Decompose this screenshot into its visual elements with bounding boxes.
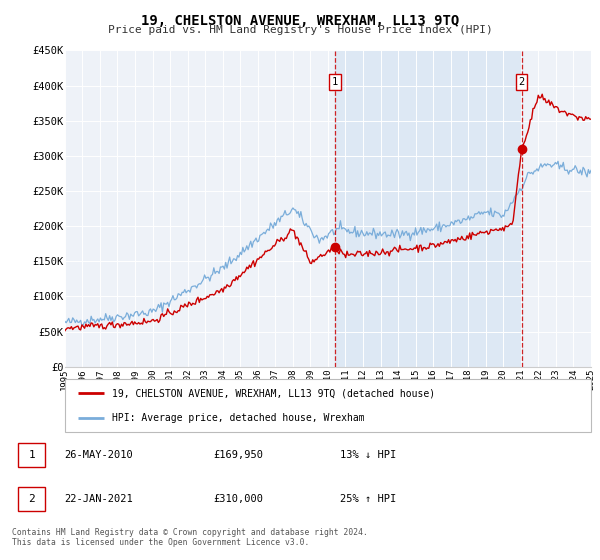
Bar: [18, 487, 46, 511]
Bar: [335, 50, 522, 367]
Text: Contains HM Land Registry data © Crown copyright and database right 2024.: Contains HM Land Registry data © Crown c…: [12, 528, 368, 536]
Text: 13% ↓ HPI: 13% ↓ HPI: [340, 450, 397, 460]
Text: This data is licensed under the Open Government Licence v3.0.: This data is licensed under the Open Gov…: [12, 538, 310, 547]
Text: 2: 2: [518, 77, 525, 87]
Text: 19, CHELSTON AVENUE, WREXHAM, LL13 9TQ (detached house): 19, CHELSTON AVENUE, WREXHAM, LL13 9TQ (…: [112, 389, 435, 399]
Bar: [18, 443, 46, 468]
Text: 2: 2: [28, 494, 35, 503]
Text: HPI: Average price, detached house, Wrexham: HPI: Average price, detached house, Wrex…: [112, 413, 365, 423]
Text: £169,950: £169,950: [214, 450, 263, 460]
Text: 22-JAN-2021: 22-JAN-2021: [64, 494, 133, 503]
Text: £310,000: £310,000: [214, 494, 263, 503]
Text: 1: 1: [28, 450, 35, 460]
Text: 1: 1: [332, 77, 338, 87]
Text: 26-MAY-2010: 26-MAY-2010: [64, 450, 133, 460]
Text: 19, CHELSTON AVENUE, WREXHAM, LL13 9TQ: 19, CHELSTON AVENUE, WREXHAM, LL13 9TQ: [141, 14, 459, 28]
Text: 25% ↑ HPI: 25% ↑ HPI: [340, 494, 397, 503]
Text: Price paid vs. HM Land Registry's House Price Index (HPI): Price paid vs. HM Land Registry's House …: [107, 25, 493, 35]
